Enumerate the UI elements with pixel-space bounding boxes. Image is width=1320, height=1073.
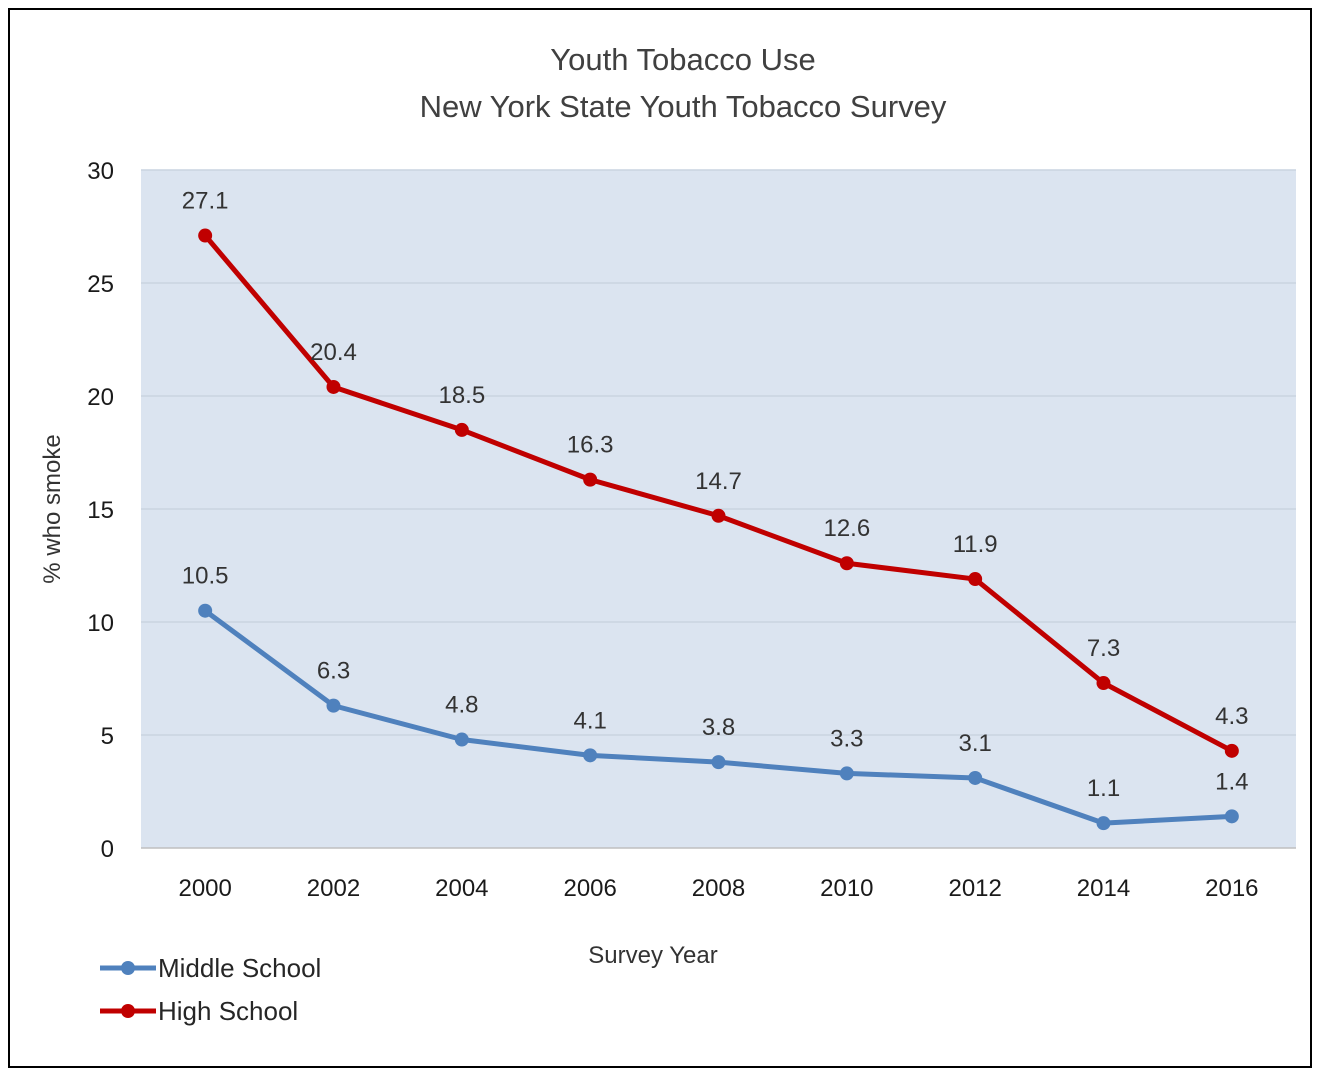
- y-axis-ticks: 0 5 10 15 20 25 30: [87, 158, 114, 863]
- y-tick-label: 30: [87, 158, 114, 185]
- y-tick-label: 15: [87, 497, 114, 524]
- y-tick-label: 5: [101, 723, 114, 750]
- high-school-data-label: 27.1: [182, 188, 229, 215]
- high-school-data-label: 16.3: [567, 432, 614, 459]
- middle-school-data-label: 10.5: [182, 563, 229, 590]
- high-school-point: [1096, 676, 1111, 691]
- middle-school-point: [1096, 816, 1111, 831]
- x-tick-label: 2004: [435, 875, 488, 902]
- x-tick-label: 2008: [692, 875, 745, 902]
- high-school-legend-marker: [121, 1004, 135, 1018]
- x-tick-label: 2012: [948, 875, 1001, 902]
- chart-title: Youth Tobacco Use: [550, 42, 815, 77]
- middle-school-point: [839, 766, 854, 781]
- high-school-data-label: 12.6: [823, 515, 870, 542]
- high-school-point: [454, 422, 469, 437]
- x-axis-title: Survey Year: [588, 942, 717, 969]
- high-school-point: [198, 228, 213, 243]
- middle-school-point: [968, 770, 983, 785]
- high-school-point: [711, 508, 726, 523]
- legend: Middle School High School: [100, 953, 321, 1026]
- middle-school-point: [454, 732, 469, 747]
- high-school-point: [839, 556, 854, 571]
- high-school-point: [326, 379, 341, 394]
- middle-school-data-label: 1.4: [1215, 768, 1248, 795]
- high-school-data-label: 18.5: [438, 382, 485, 409]
- y-tick-label: 10: [87, 610, 114, 637]
- x-tick-label: 2002: [307, 875, 360, 902]
- high-school-data-label: 4.3: [1215, 703, 1248, 730]
- high-school-data-label: 11.9: [953, 531, 998, 558]
- x-axis-ticks: 2000 2002 2004 2006 2008 2010 2012 2014 2016: [178, 875, 1258, 902]
- y-tick-label: 25: [87, 271, 114, 298]
- y-axis-title: % who smoke: [39, 434, 66, 583]
- series-layer: [198, 228, 1239, 831]
- middle-school-legend-label: Middle School: [158, 953, 321, 983]
- high-school-data-label: 20.4: [310, 339, 357, 366]
- data-labels: 10.5 6.3 4.8 4.1 3.8 3.3 3.1 1.1 1.4 27.1 20.4 18.5…: [182, 188, 1249, 803]
- middle-school-data-label: 3.1: [958, 730, 991, 757]
- x-tick-label: 2014: [1077, 875, 1130, 902]
- y-tick-label: 20: [87, 384, 114, 411]
- high-school-point: [583, 472, 598, 487]
- high-school-legend-label: High School: [158, 996, 298, 1026]
- middle-school-data-label: 1.1: [1087, 775, 1120, 802]
- chart-subtitle: New York State Youth Tobacco Survey: [420, 89, 947, 124]
- middle-school-point: [326, 698, 341, 713]
- middle-school-point: [198, 603, 213, 618]
- x-tick-label: 2016: [1205, 875, 1258, 902]
- x-tick-label: 2000: [178, 875, 231, 902]
- middle-school-data-label: 3.8: [702, 714, 735, 741]
- x-tick-label: 2006: [563, 875, 616, 902]
- high-school-point: [1224, 743, 1239, 758]
- y-tick-label: 0: [101, 836, 114, 863]
- x-tick-label: 2010: [820, 875, 873, 902]
- middle-school-data-label: 4.1: [573, 707, 606, 734]
- middle-school-data-label: 4.8: [445, 692, 478, 719]
- middle-school-point: [583, 748, 598, 763]
- middle-school-legend-marker: [121, 961, 135, 975]
- middle-school-point: [1224, 809, 1239, 824]
- middle-school-data-label: 3.3: [830, 725, 863, 752]
- middle-school-data-label: 6.3: [317, 658, 350, 685]
- high-school-data-label: 7.3: [1087, 635, 1120, 662]
- middle-school-point: [711, 755, 726, 770]
- high-school-point: [968, 572, 983, 587]
- high-school-data-label: 14.7: [695, 468, 742, 495]
